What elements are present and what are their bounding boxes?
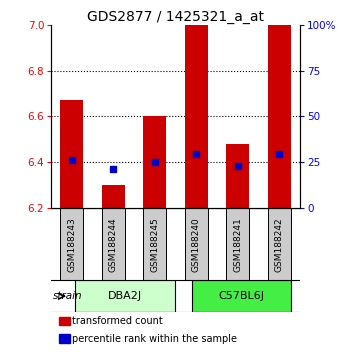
- Text: GSM188241: GSM188241: [233, 217, 242, 272]
- Bar: [60, 101, 83, 208]
- Bar: [60, 208, 83, 280]
- Text: C57BL6J: C57BL6J: [219, 291, 265, 301]
- Bar: [144, 208, 166, 280]
- Bar: [102, 208, 125, 280]
- Bar: [185, 25, 208, 208]
- Bar: [226, 144, 249, 208]
- Bar: [59, 334, 70, 343]
- Bar: [59, 317, 70, 325]
- Text: GSM188245: GSM188245: [150, 217, 159, 272]
- Title: GDS2877 / 1425321_a_at: GDS2877 / 1425321_a_at: [87, 10, 264, 24]
- Text: GSM188243: GSM188243: [68, 217, 76, 272]
- Text: percentile rank within the sample: percentile rank within the sample: [72, 333, 237, 344]
- Bar: [268, 25, 291, 208]
- Text: GSM188244: GSM188244: [109, 217, 118, 272]
- Text: GSM188240: GSM188240: [192, 217, 201, 272]
- Text: strain: strain: [53, 291, 83, 301]
- Bar: [144, 116, 166, 208]
- Bar: [192, 280, 291, 312]
- Text: GSM188242: GSM188242: [275, 217, 284, 272]
- Bar: [185, 208, 208, 280]
- Bar: [102, 185, 125, 208]
- Text: transformed count: transformed count: [72, 316, 163, 326]
- Bar: [268, 208, 291, 280]
- Bar: [75, 280, 175, 312]
- Bar: [226, 208, 249, 280]
- Text: DBA2J: DBA2J: [108, 291, 142, 301]
